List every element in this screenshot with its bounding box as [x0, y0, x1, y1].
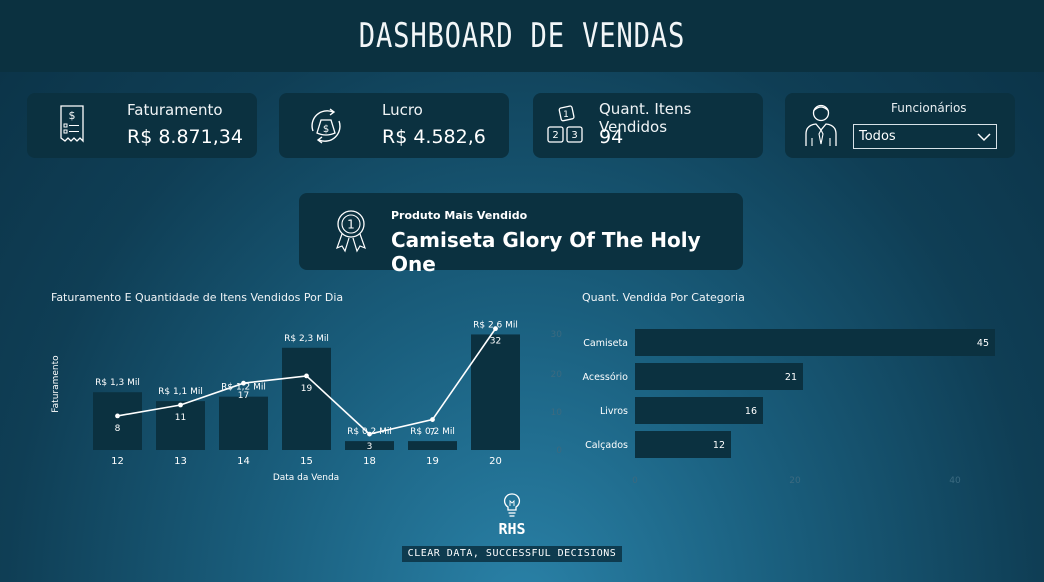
employee-filter-label: Funcionários [891, 101, 967, 115]
svg-text:3: 3 [571, 130, 577, 141]
x-tick-label: 14 [237, 456, 250, 467]
header: DASHBOARD DE VENDAS [0, 0, 1044, 72]
page-title: DASHBOARD DE VENDAS [358, 16, 686, 56]
value-label: 45 [977, 338, 989, 349]
bar-label: R$ 1,3 Mil [95, 378, 140, 388]
x-tick-label: 19 [426, 456, 439, 467]
daily-sales-chart: R$ 1,3 Mil 12 R$ 1,1 Mil 13 R$ 1,2 Mil 14 R$ 2… [51, 320, 520, 483]
x-tick-label: 15 [300, 456, 313, 467]
bar-label: R$ 2,3 Mil [284, 334, 329, 344]
line-point [178, 402, 183, 408]
lightbulb-icon [504, 493, 520, 517]
line-label: 19 [301, 384, 313, 394]
employee-dropdown-value: Todos [859, 129, 896, 144]
bar [93, 392, 142, 450]
award-medal-icon: 1 [335, 210, 367, 253]
bar-label: R$ 1,1 Mil [158, 387, 203, 397]
kpi-label: Faturamento [127, 101, 223, 119]
value-label: 21 [785, 372, 797, 383]
top-product-label: Produto Mais Vendido [391, 209, 528, 222]
line-point [430, 417, 435, 422]
line-label: 17 [238, 391, 249, 401]
bar [635, 329, 995, 356]
kpi-value: R$ 8.871,34 [127, 126, 243, 148]
svg-text:2: 2 [552, 130, 558, 141]
bar [635, 397, 763, 424]
svg-text:1: 1 [347, 218, 355, 232]
x-axis-label: Data da Venda [273, 473, 339, 483]
bar [219, 396, 268, 450]
category-label: Livros [600, 406, 628, 417]
svg-text:$: $ [323, 124, 329, 135]
kpi-card-faturamento: $ Faturamento R$ 8.871,34 [27, 93, 257, 158]
line-point [241, 380, 246, 386]
svg-text:$: $ [69, 109, 76, 122]
line-point [115, 413, 120, 419]
kpi-value: R$ 4.582,6 [382, 126, 486, 148]
category-chart: 30 20 10 0 Camiseta 45 Acessório 21 Livros 16 Calç… [551, 329, 995, 486]
bar-label: R$ 1,2 Mil [221, 383, 266, 393]
bar [345, 441, 394, 450]
category-chart-title: Quant. Vendida Por Categoria [582, 291, 745, 304]
employee-icon [805, 104, 837, 146]
numbered-blocks-icon: 1 2 3 [547, 105, 583, 143]
employee-dropdown[interactable]: Todos [853, 124, 997, 149]
svg-text:1: 1 [563, 110, 569, 120]
y-axis-label: Faturamento [51, 355, 61, 413]
bar [635, 363, 803, 390]
x-tick-label: 13 [174, 456, 187, 467]
money-bag-cycle-icon: $ [311, 108, 341, 144]
x-tick-label: 40 [949, 476, 961, 486]
line-label: 32 [490, 337, 501, 347]
category-label: Acessório [583, 372, 629, 383]
y-tick-label: 30 [551, 330, 563, 340]
brand-footer: RHS CLEAR DATA, SUCCESSFUL DECISIONS [392, 488, 632, 568]
x-tick-label: 20 [489, 456, 502, 467]
y-tick-label: 20 [551, 370, 563, 380]
line-label: 7 [430, 428, 436, 438]
value-label: 12 [713, 440, 725, 451]
line-label: 8 [115, 424, 121, 434]
line-point [304, 373, 309, 379]
kpi-label: Lucro [382, 101, 423, 119]
x-tick-label: 12 [111, 456, 124, 467]
line-point [493, 326, 498, 332]
y-tick-label: 10 [551, 408, 563, 418]
kpi-card-lucro: $ Lucro R$ 4.582,6 [279, 93, 509, 158]
kpi-value: 94 [599, 126, 624, 148]
receipt-dollar-icon: $ [60, 105, 84, 143]
category-label: Camiseta [583, 338, 628, 349]
brand-tagline: CLEAR DATA, SUCCESSFUL DECISIONS [402, 546, 622, 562]
bar [156, 401, 205, 450]
line-label: 3 [367, 442, 373, 452]
x-tick-label: 20 [789, 476, 801, 486]
employee-filter-card: Funcionários Todos [785, 93, 1015, 158]
value-label: 16 [745, 406, 757, 417]
chevron-down-icon [977, 133, 991, 142]
category-label: Calçados [585, 440, 628, 451]
bar [408, 441, 457, 450]
line-label: 11 [175, 413, 186, 423]
x-tick-label: 0 [632, 476, 638, 486]
top-product-card: 1 Produto Mais Vendido Camiseta Glory Of… [299, 193, 743, 276]
y-tick-label: 0 [556, 446, 562, 456]
x-tick-label: 18 [363, 456, 376, 467]
daily-chart-title: Faturamento E Quantidade de Itens Vendid… [51, 291, 344, 304]
bar-label: R$ 2,6 Mil [473, 320, 518, 330]
top-product-value: Camiseta Glory Of The Holy One [391, 228, 701, 276]
bar [471, 334, 520, 450]
bar [635, 431, 731, 458]
bar-label: R$ 0,2 Mil [410, 427, 455, 437]
kpi-card-itens: 1 2 3 Quant. Itens Vendidos 94 [533, 93, 763, 158]
brand-name: RHS [498, 520, 526, 538]
kpi-label: Quant. Itens Vendidos [599, 100, 692, 136]
bar [282, 347, 331, 450]
line-point [367, 431, 372, 437]
